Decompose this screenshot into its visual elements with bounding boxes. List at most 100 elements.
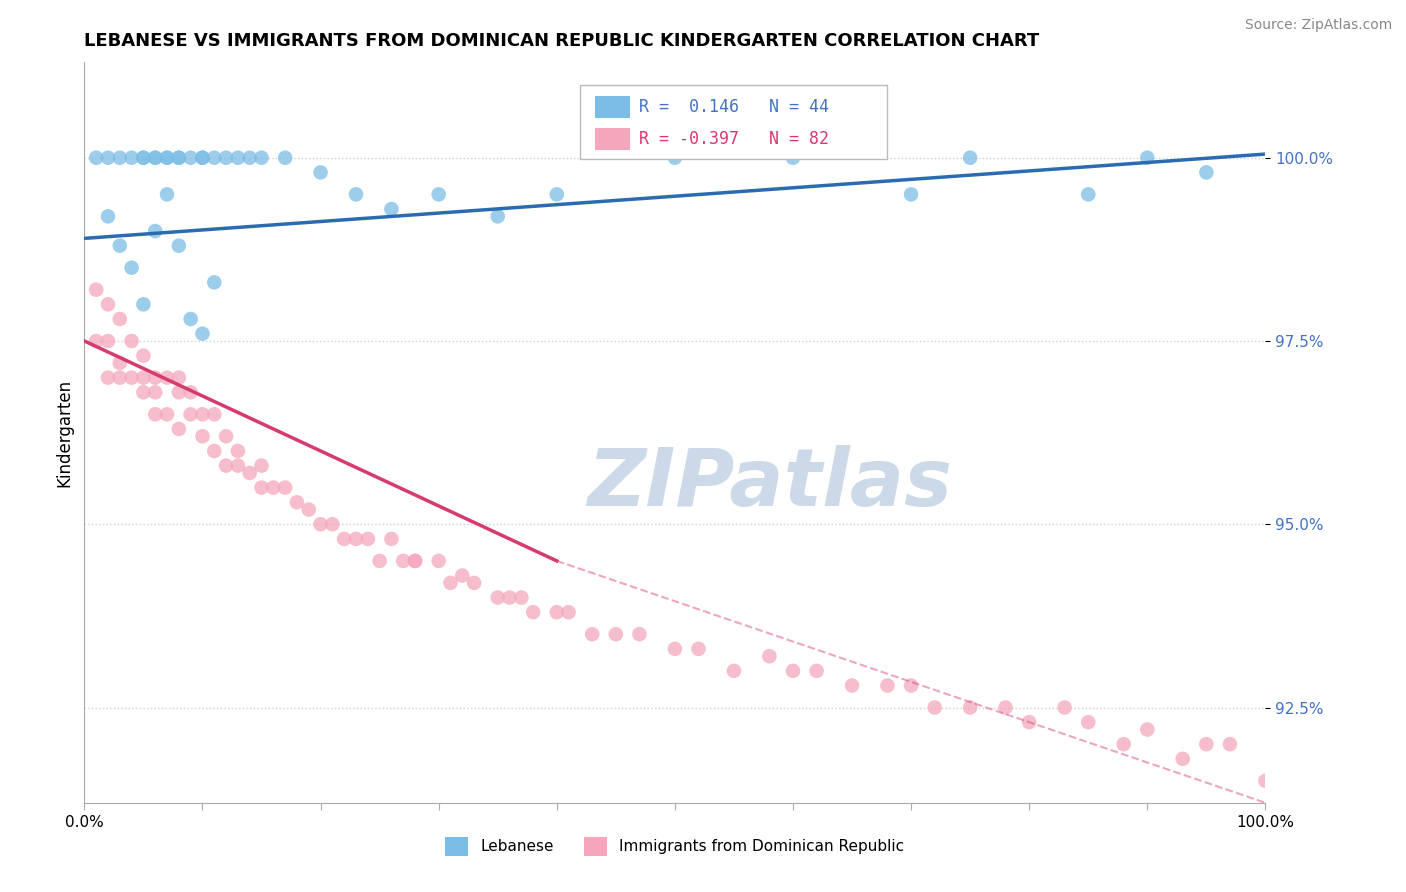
Point xyxy=(581,627,603,641)
Point xyxy=(97,370,120,384)
Point xyxy=(143,407,166,421)
Point xyxy=(274,481,297,495)
Point xyxy=(285,495,308,509)
Point xyxy=(108,370,131,384)
Point xyxy=(1136,723,1159,737)
Point xyxy=(427,554,450,568)
Point xyxy=(994,700,1017,714)
Point xyxy=(274,151,297,165)
Point xyxy=(959,700,981,714)
Point xyxy=(143,385,166,400)
Point xyxy=(108,238,131,252)
Point xyxy=(1112,737,1135,751)
Point xyxy=(250,151,273,165)
Point xyxy=(239,466,262,480)
Point xyxy=(510,591,533,605)
FancyBboxPatch shape xyxy=(581,85,887,159)
Point xyxy=(202,276,225,290)
Point xyxy=(84,151,107,165)
Point xyxy=(167,151,190,165)
Point xyxy=(427,187,450,202)
Point xyxy=(180,407,202,421)
Point xyxy=(97,210,120,224)
Point xyxy=(546,605,568,619)
Point xyxy=(1195,737,1218,751)
Point xyxy=(167,151,190,165)
Point xyxy=(498,591,520,605)
Point xyxy=(841,679,863,693)
Point xyxy=(226,151,249,165)
Point xyxy=(156,151,179,165)
Bar xyxy=(595,95,630,118)
Point xyxy=(156,187,179,202)
Point xyxy=(806,664,828,678)
Legend: Lebanese, Immigrants from Dominican Republic: Lebanese, Immigrants from Dominican Repu… xyxy=(439,831,911,862)
Point xyxy=(959,151,981,165)
Point xyxy=(250,458,273,473)
Point xyxy=(664,641,686,656)
Point xyxy=(876,679,898,693)
Point xyxy=(156,407,179,421)
Point xyxy=(143,370,166,384)
Point xyxy=(1053,700,1076,714)
Point xyxy=(1254,773,1277,788)
Point xyxy=(143,151,166,165)
Point xyxy=(191,429,214,443)
Point xyxy=(723,664,745,678)
Point xyxy=(344,532,367,546)
Point xyxy=(1195,165,1218,179)
Point xyxy=(924,700,946,714)
Point xyxy=(557,605,579,619)
Point xyxy=(167,422,190,436)
Point xyxy=(121,151,143,165)
Text: LEBANESE VS IMMIGRANTS FROM DOMINICAN REPUBLIC KINDERGARTEN CORRELATION CHART: LEBANESE VS IMMIGRANTS FROM DOMINICAN RE… xyxy=(84,32,1039,50)
Point xyxy=(309,517,332,532)
Y-axis label: Kindergarten: Kindergarten xyxy=(55,378,73,487)
Point xyxy=(782,664,804,678)
Point xyxy=(688,641,710,656)
Point xyxy=(143,224,166,238)
Point xyxy=(1018,715,1040,730)
Point xyxy=(97,334,120,348)
Point xyxy=(900,187,922,202)
Point xyxy=(404,554,426,568)
Point xyxy=(1077,715,1099,730)
Point xyxy=(215,458,238,473)
Point xyxy=(226,458,249,473)
Point xyxy=(522,605,544,619)
Point xyxy=(156,370,179,384)
Point xyxy=(143,151,166,165)
Point xyxy=(108,356,131,370)
Point xyxy=(239,151,262,165)
Point xyxy=(321,517,343,532)
Point xyxy=(191,407,214,421)
Point xyxy=(156,151,179,165)
Point xyxy=(380,202,402,216)
Point xyxy=(451,568,474,582)
Point xyxy=(97,297,120,311)
Point xyxy=(132,297,155,311)
Point xyxy=(392,554,415,568)
Point xyxy=(108,151,131,165)
Point xyxy=(108,312,131,326)
Text: R =  0.146   N = 44: R = 0.146 N = 44 xyxy=(640,98,830,116)
Point xyxy=(605,627,627,641)
Point xyxy=(782,151,804,165)
Text: R = -0.397   N = 82: R = -0.397 N = 82 xyxy=(640,129,830,148)
Point xyxy=(215,429,238,443)
Point xyxy=(298,502,321,516)
Point xyxy=(546,187,568,202)
Point xyxy=(191,151,214,165)
Point xyxy=(309,165,332,179)
Point xyxy=(404,554,426,568)
Point xyxy=(1136,151,1159,165)
Point xyxy=(1077,187,1099,202)
Point xyxy=(202,151,225,165)
Point xyxy=(664,151,686,165)
Point xyxy=(167,385,190,400)
Point xyxy=(84,283,107,297)
Point xyxy=(84,334,107,348)
Point xyxy=(180,312,202,326)
Point xyxy=(1219,737,1241,751)
Point xyxy=(132,151,155,165)
